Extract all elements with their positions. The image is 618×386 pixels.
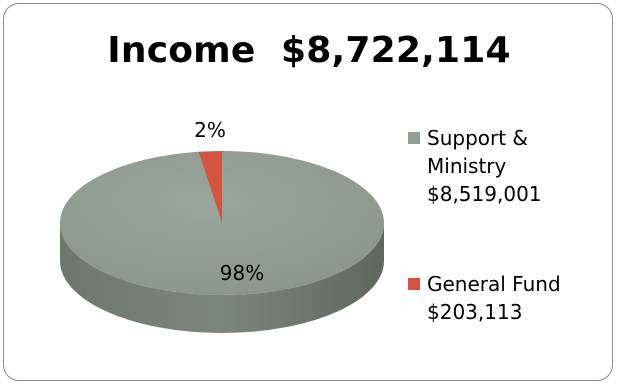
legend-label-line: General Fund (427, 272, 561, 296)
pie-label-support-ministry: 98% (220, 261, 264, 285)
pie-side-wall (60, 223, 384, 333)
legend-label-line: Ministry (427, 154, 507, 178)
legend-swatch-general-fund (408, 278, 420, 290)
legend-value: $203,113 (427, 300, 523, 324)
legend-value: $8,519,001 (427, 182, 542, 206)
pie-slice-general-fund (198, 151, 222, 223)
chart-title: Income $8,722,114 (107, 30, 511, 71)
legend-swatch-support-ministry (408, 132, 420, 144)
legend-label-line: Support & (427, 126, 529, 150)
pie-slice-support-ministry (59, 151, 384, 295)
pie-label-general-fund: 2% (194, 118, 226, 142)
